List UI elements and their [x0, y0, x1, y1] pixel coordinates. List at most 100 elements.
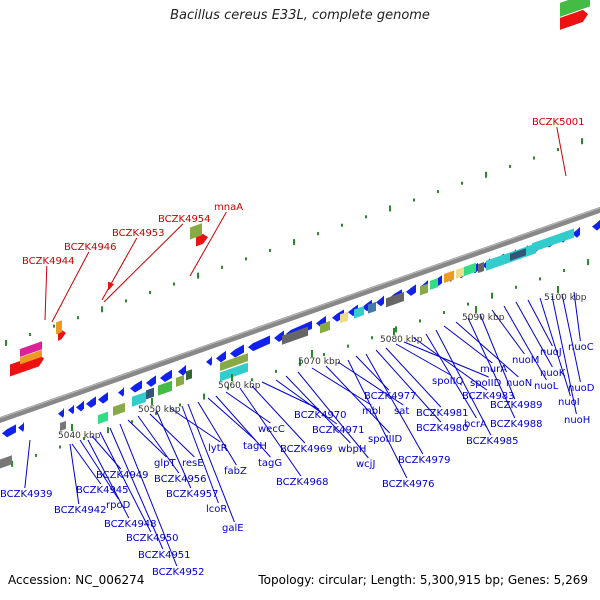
track-dot [395, 326, 397, 333]
scale-label: 5060 kbp [218, 381, 261, 391]
forward-feature-block [190, 223, 202, 240]
leader-line [137, 415, 180, 474]
track-dot [485, 171, 487, 178]
backbone [0, 206, 600, 423]
reverse-feature-block [386, 292, 404, 308]
gene-label-reverse: BCZK4948 [104, 519, 157, 530]
leader-line [561, 293, 581, 383]
scale-label: 5050 kbp [138, 405, 181, 415]
scale-label: 5090 kbp [462, 313, 505, 323]
gene-label-reverse: nuoH [564, 415, 590, 426]
gene-label-forward: BCZK4946 [64, 242, 117, 253]
reverse-gene-arrow [76, 400, 84, 412]
reverse-feature-block [186, 369, 192, 381]
leader-line [435, 329, 492, 436]
track-dot [227, 386, 229, 390]
track-dot [557, 148, 559, 152]
reverse-feature-block [420, 283, 428, 296]
gene-label-reverse: BCZK4952 [152, 567, 205, 578]
track-dot [323, 353, 325, 357]
forward-feature-block [20, 341, 42, 357]
reverse-feature-block [176, 375, 184, 387]
track-dot [563, 268, 565, 272]
gene-label-reverse: BCZK4971 [312, 425, 365, 436]
track-dot [293, 239, 295, 246]
track-dot [347, 344, 349, 348]
scale-label: 5040 kbp [58, 431, 101, 441]
leader-line [51, 251, 90, 323]
gene-label-reverse: BCZK4981 [416, 408, 469, 419]
leader-line [197, 401, 237, 466]
reverse-gene-arrow [98, 392, 108, 404]
gene-label-reverse: nuoM [512, 355, 539, 366]
gene-label-reverse: BCZK4950 [126, 533, 179, 544]
gene-label-reverse: BCZK4983 [462, 391, 515, 402]
track-dot [29, 332, 31, 336]
leader-line [337, 361, 404, 406]
reverse-feature-block [282, 326, 308, 345]
gene-label-reverse: wecC [258, 424, 285, 435]
gene-label-reverse: BCZK4968 [276, 477, 329, 488]
track-dot [149, 290, 151, 294]
reverse-feature-block [220, 353, 248, 371]
leader-line [395, 343, 451, 376]
track-dot [125, 299, 127, 303]
gene-label-reverse: nuoI [558, 397, 580, 408]
reverse-feature-block [113, 402, 125, 416]
leader-line [24, 439, 31, 489]
reverse-feature-block [532, 228, 574, 253]
track-dot [269, 248, 271, 252]
leader-line [515, 301, 553, 368]
track-dot [509, 164, 511, 168]
leader-line [347, 359, 408, 479]
scale-label: 5100 kbp [544, 293, 587, 303]
leader-line [119, 423, 178, 567]
backbone-highlight [0, 207, 600, 419]
gene-label-reverse: BCZK4939 [0, 489, 53, 500]
gene-label-reverse: BCZK4976 [382, 479, 435, 490]
gene-label-reverse: glpT [154, 458, 176, 469]
track-dot [221, 265, 223, 269]
gene-label-reverse: wcjJ [356, 459, 375, 470]
gene-label-reverse: BCZK4957 [166, 489, 219, 500]
reverse-feature-block [444, 270, 454, 284]
gene-label-reverse: nuoK [540, 368, 566, 379]
label-leader-lines [24, 126, 581, 567]
leader-line [87, 439, 130, 519]
track-dot [275, 369, 277, 373]
leader-line [297, 371, 369, 459]
gene-label-reverse: spoIID [470, 378, 502, 389]
leader-line [225, 391, 271, 424]
leader-line [455, 321, 519, 378]
track-dot [581, 138, 583, 145]
reverse-feature-block [132, 391, 146, 407]
gene-label-reverse: BCZK4980 [416, 423, 469, 434]
leader-line [181, 405, 219, 504]
forward-gene-arrow [108, 281, 114, 291]
reverse-feature-block [456, 267, 464, 279]
gene-label-reverse: mbl [362, 406, 381, 417]
forward-gene-arrow [196, 233, 208, 247]
scale-ticks: 5040 kbp 5050 kbp 5060 kbp 5070 kbp 5080 kbp… [58, 286, 587, 441]
leader-line [365, 353, 424, 455]
reverse-feature-block [60, 420, 66, 431]
leader-line [149, 413, 195, 458]
gene-label-forward: BCZK4944 [22, 256, 75, 267]
track-dot [83, 437, 85, 441]
gene-label-reverse: lytR [208, 443, 228, 454]
reverse-gene-arrow [58, 407, 64, 418]
leader-line [285, 375, 351, 444]
gene-label-reverse: resE [182, 458, 204, 469]
leader-line [425, 333, 477, 419]
gene-label-reverse: BCZK4942 [54, 505, 107, 516]
gene-label-reverse: nuoJ [540, 347, 562, 358]
forward-feature-block [20, 349, 42, 365]
gene-label-reverse: nuoL [534, 381, 559, 392]
gene-label-reverse: BCZK4951 [138, 550, 191, 561]
gene-label-reverse: rpoD [106, 500, 131, 511]
reverse-gene-arrow [206, 355, 212, 366]
leader-line [79, 439, 119, 500]
reverse-gene-arrow [2, 424, 16, 438]
gene-label-reverse: lcoR [206, 504, 227, 515]
